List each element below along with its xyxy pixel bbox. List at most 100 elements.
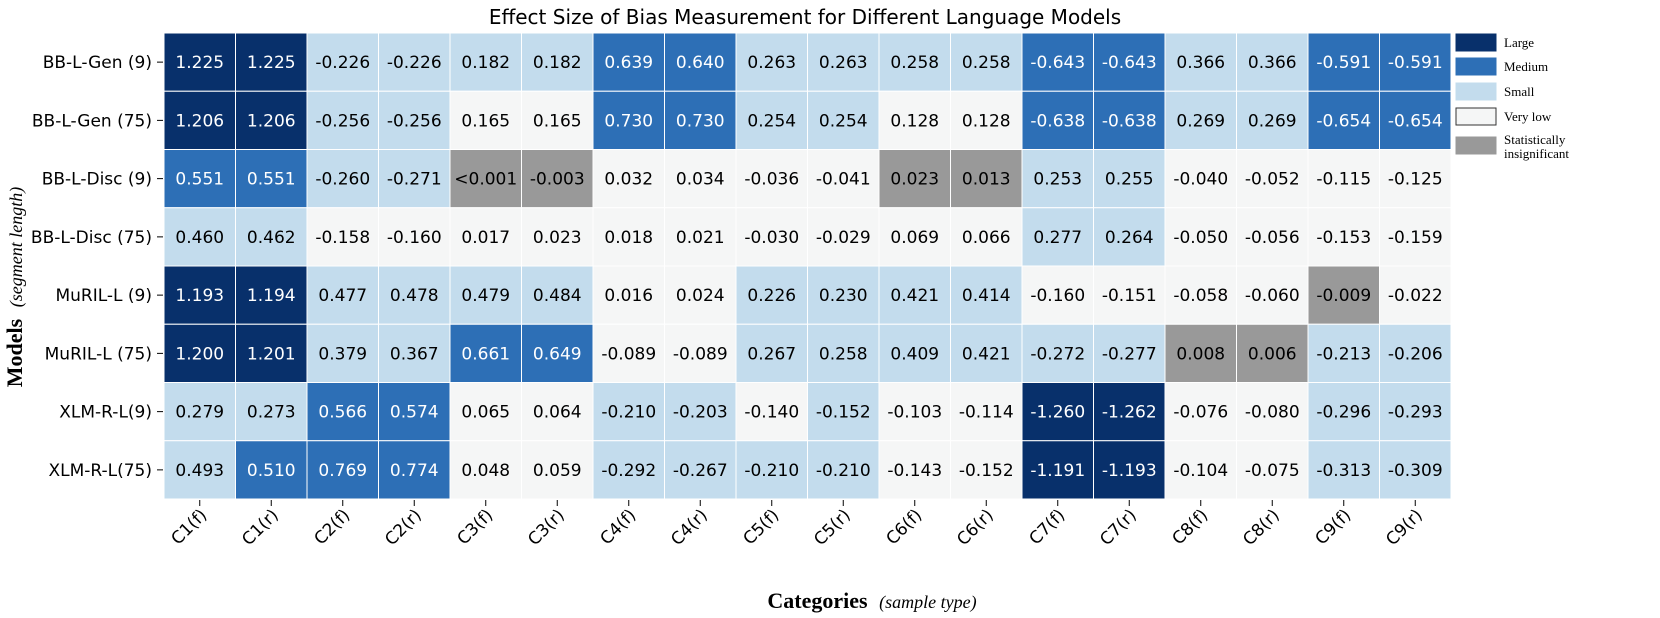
heatmap-cell (1164, 382, 1237, 442)
heatmap-cells: 1.225 1.225 -0.226 -0.226 0.182 0.182 0.639 0.6… (163, 32, 1452, 500)
cell-value-label: 0.366 (1176, 53, 1225, 73)
heatmap-cell (1379, 207, 1452, 267)
cell-value-label: 1.201 (247, 344, 296, 364)
cell-value-label: 0.006 (1248, 344, 1297, 364)
legend-label: Very low (1504, 109, 1552, 124)
cell-value-label: 0.059 (533, 461, 582, 481)
heatmap-cell (592, 323, 665, 383)
cell-value-label: 0.484 (533, 286, 582, 306)
legend-swatch (1455, 82, 1497, 101)
heatmap-cell (950, 207, 1023, 267)
heatmap-cell (235, 323, 308, 383)
heatmap-cell (735, 149, 808, 209)
cell-value-label: 0.254 (819, 111, 868, 131)
cell-value-label: 0.774 (390, 461, 439, 481)
cell-value-label: -0.089 (673, 344, 728, 364)
legend-swatch (1455, 33, 1497, 52)
column-label: C2(r) (381, 505, 426, 550)
cell-value-label: -0.260 (315, 170, 370, 190)
heatmap-cell (1307, 440, 1380, 500)
cell-value-label: 0.379 (318, 344, 367, 364)
heatmap-cell (1236, 440, 1309, 500)
cell-value-label: 0.165 (461, 111, 510, 131)
cell-value-label: -1.193 (1102, 461, 1157, 481)
cell-value-label: 0.065 (461, 403, 510, 423)
cell-value-label: -0.052 (1245, 170, 1300, 190)
cell-value-label: 0.182 (533, 53, 582, 73)
heatmap-cell (163, 265, 236, 325)
row-labels: BB-L-Gen (9) BB-L-Gen (75) BB-L-Disc (9) BB… (31, 53, 163, 481)
cell-value-label: 1.225 (175, 53, 224, 73)
cell-value-label: -0.213 (1316, 344, 1371, 364)
heatmap-cell (163, 90, 236, 150)
heatmap-cell (664, 440, 737, 500)
column-label: C9(f) (1311, 505, 1355, 549)
heatmap-cell (1379, 382, 1452, 442)
cell-value-label: 0.462 (247, 228, 296, 248)
legend-swatch (1455, 136, 1497, 155)
column-label: C2(f) (310, 505, 354, 549)
heatmap-cell (1093, 207, 1166, 267)
cell-value-label: -0.210 (601, 403, 656, 423)
heatmap-cell (807, 382, 880, 442)
heatmap-cell (521, 32, 594, 92)
heatmap-cell (735, 265, 808, 325)
cell-value-label: -0.309 (1388, 461, 1443, 481)
heatmap-cell (378, 440, 451, 500)
cell-value-label: -0.158 (315, 228, 370, 248)
heatmap-cell (1021, 265, 1094, 325)
cell-value-label: <0.001 (454, 170, 517, 190)
cell-value-label: 0.279 (175, 403, 224, 423)
cell-value-label: 0.639 (604, 53, 653, 73)
heatmap-cell (878, 149, 951, 209)
cell-value-label: 0.255 (1105, 170, 1154, 190)
cell-value-label: 0.016 (604, 286, 653, 306)
heatmap-cell (378, 149, 451, 209)
heatmap-cell (1307, 323, 1380, 383)
cell-value-label: -0.076 (1173, 403, 1228, 423)
cell-value-label: -0.638 (1030, 111, 1085, 131)
cell-value-label: -0.003 (530, 170, 585, 190)
legend-swatch (1455, 57, 1497, 76)
heatmap-cell (735, 323, 808, 383)
cell-value-label: -0.041 (816, 170, 871, 190)
row-label: MuRIL-L (9) (55, 286, 152, 306)
cell-value-label: -0.159 (1388, 228, 1443, 248)
column-label: C3(r) (524, 505, 569, 550)
heatmap-cell (1164, 149, 1237, 209)
cell-value-label: -0.591 (1388, 53, 1443, 73)
heatmap-cell (235, 32, 308, 92)
cell-value-label: 0.064 (533, 403, 582, 423)
heatmap-cell (1021, 207, 1094, 267)
heatmap-cell (306, 149, 379, 209)
cell-value-label: -0.009 (1316, 286, 1371, 306)
cell-value-label: 0.165 (533, 111, 582, 131)
heatmap-cell (449, 90, 522, 150)
heatmap-cell (449, 265, 522, 325)
cell-value-label: 1.200 (175, 344, 224, 364)
cell-value-label: -0.267 (673, 461, 728, 481)
heatmap-cell (235, 207, 308, 267)
cell-value-label: 0.510 (247, 461, 296, 481)
y-axis-note: (segment length) (6, 187, 27, 307)
cell-value-label: -0.022 (1388, 286, 1443, 306)
heatmap-cell (878, 90, 951, 150)
cell-value-label: 0.421 (962, 344, 1011, 364)
cell-value-label: 0.258 (962, 53, 1011, 73)
cell-value-label: -0.160 (1030, 286, 1085, 306)
x-axis-title: Categories (767, 588, 868, 613)
cell-value-label: 0.018 (604, 228, 653, 248)
cell-value-label: 0.008 (1176, 344, 1225, 364)
heatmap-cell (449, 323, 522, 383)
chart-title: Effect Size of Bias Measurement for Diff… (489, 5, 1121, 29)
cell-value-label: -1.191 (1030, 461, 1085, 481)
cell-value-label: -0.638 (1102, 111, 1157, 131)
heatmap-cell (521, 323, 594, 383)
cell-value-label: 0.477 (318, 286, 367, 306)
cell-value-label: -0.591 (1316, 53, 1371, 73)
cell-value-label: -0.143 (887, 461, 942, 481)
cell-value-label: 0.649 (533, 344, 582, 364)
cell-value-label: -0.140 (744, 403, 799, 423)
heatmap-cell (521, 440, 594, 500)
